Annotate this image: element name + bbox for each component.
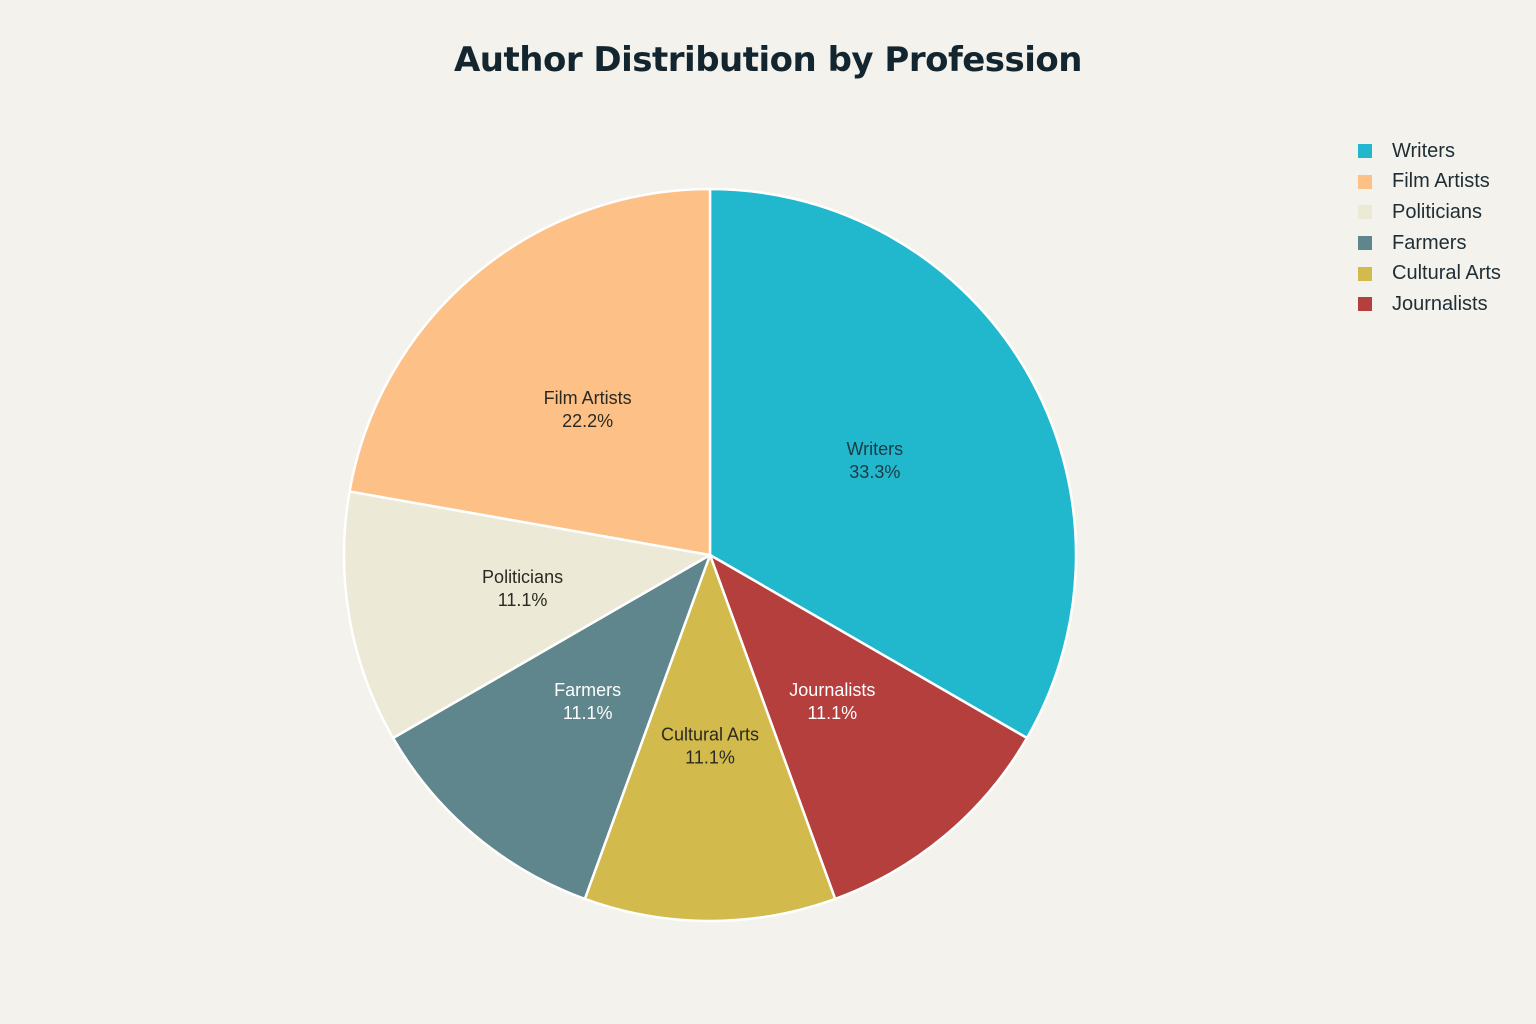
legend-label: Film Artists	[1392, 170, 1490, 193]
slice-percent-film-artists: 22.2%	[562, 411, 613, 431]
chart-title: Author Distribution by Profession	[453, 40, 1083, 80]
legend-label: Politicians	[1392, 200, 1483, 223]
pie-slice-politicians	[342, 490, 712, 740]
legend-swatch	[1358, 297, 1372, 312]
pie-slice-writers	[708, 187, 1078, 740]
pie-slices	[342, 187, 1078, 923]
legend-item-politicians[interactable]: Politicians	[1358, 197, 1534, 228]
slice-label-writers: Writers	[846, 439, 903, 459]
legend-label: Journalists	[1392, 292, 1488, 315]
legend-swatch	[1358, 205, 1372, 220]
slice-percent-journalists: 11.1%	[807, 703, 857, 723]
legend-swatch	[1358, 236, 1372, 251]
pie-slice-farmers	[391, 553, 712, 901]
legend-label: Farmers	[1392, 231, 1467, 254]
slice-label-farmers: Farmers	[554, 680, 621, 700]
legend-item-film-artists[interactable]: Film Artists	[1358, 167, 1534, 198]
legend-item-writers[interactable]: Writers	[1358, 136, 1534, 167]
pie-slice-film-artists	[348, 187, 712, 557]
legend-label: Writers	[1392, 139, 1455, 162]
legend-swatch	[1358, 174, 1372, 189]
slice-label-film-artists: Film Artists	[544, 388, 632, 408]
slice-percent-writers: 33.3%	[849, 462, 900, 482]
slice-percent-farmers: 11.1%	[563, 703, 613, 723]
legend-item-cultural-arts[interactable]: Cultural Arts	[1358, 258, 1534, 289]
pie-labels: Writers 33.3% Journalists 11.1% Cultural Art…	[482, 388, 903, 767]
slice-label-journalists: Journalists	[789, 680, 875, 700]
slice-label-cultural-arts: Cultural Arts	[661, 724, 759, 744]
pie-slice-journalists	[708, 553, 1029, 901]
slice-percent-politicians: 11.1%	[498, 590, 548, 610]
slice-label-politicians: Politicians	[482, 567, 563, 587]
legend-swatch	[1358, 144, 1372, 159]
legend-item-journalists[interactable]: Journalists	[1358, 289, 1534, 320]
slice-percent-cultural-arts: 11.1%	[685, 747, 735, 767]
pie-slice-cultural-arts	[583, 553, 837, 923]
legend-swatch	[1358, 266, 1372, 281]
legend: Writers Film Artists Politicians Farmers Cul…	[1358, 136, 1534, 320]
legend-item-farmers[interactable]: Farmers	[1358, 228, 1534, 259]
legend-label: Cultural Arts	[1392, 262, 1501, 285]
